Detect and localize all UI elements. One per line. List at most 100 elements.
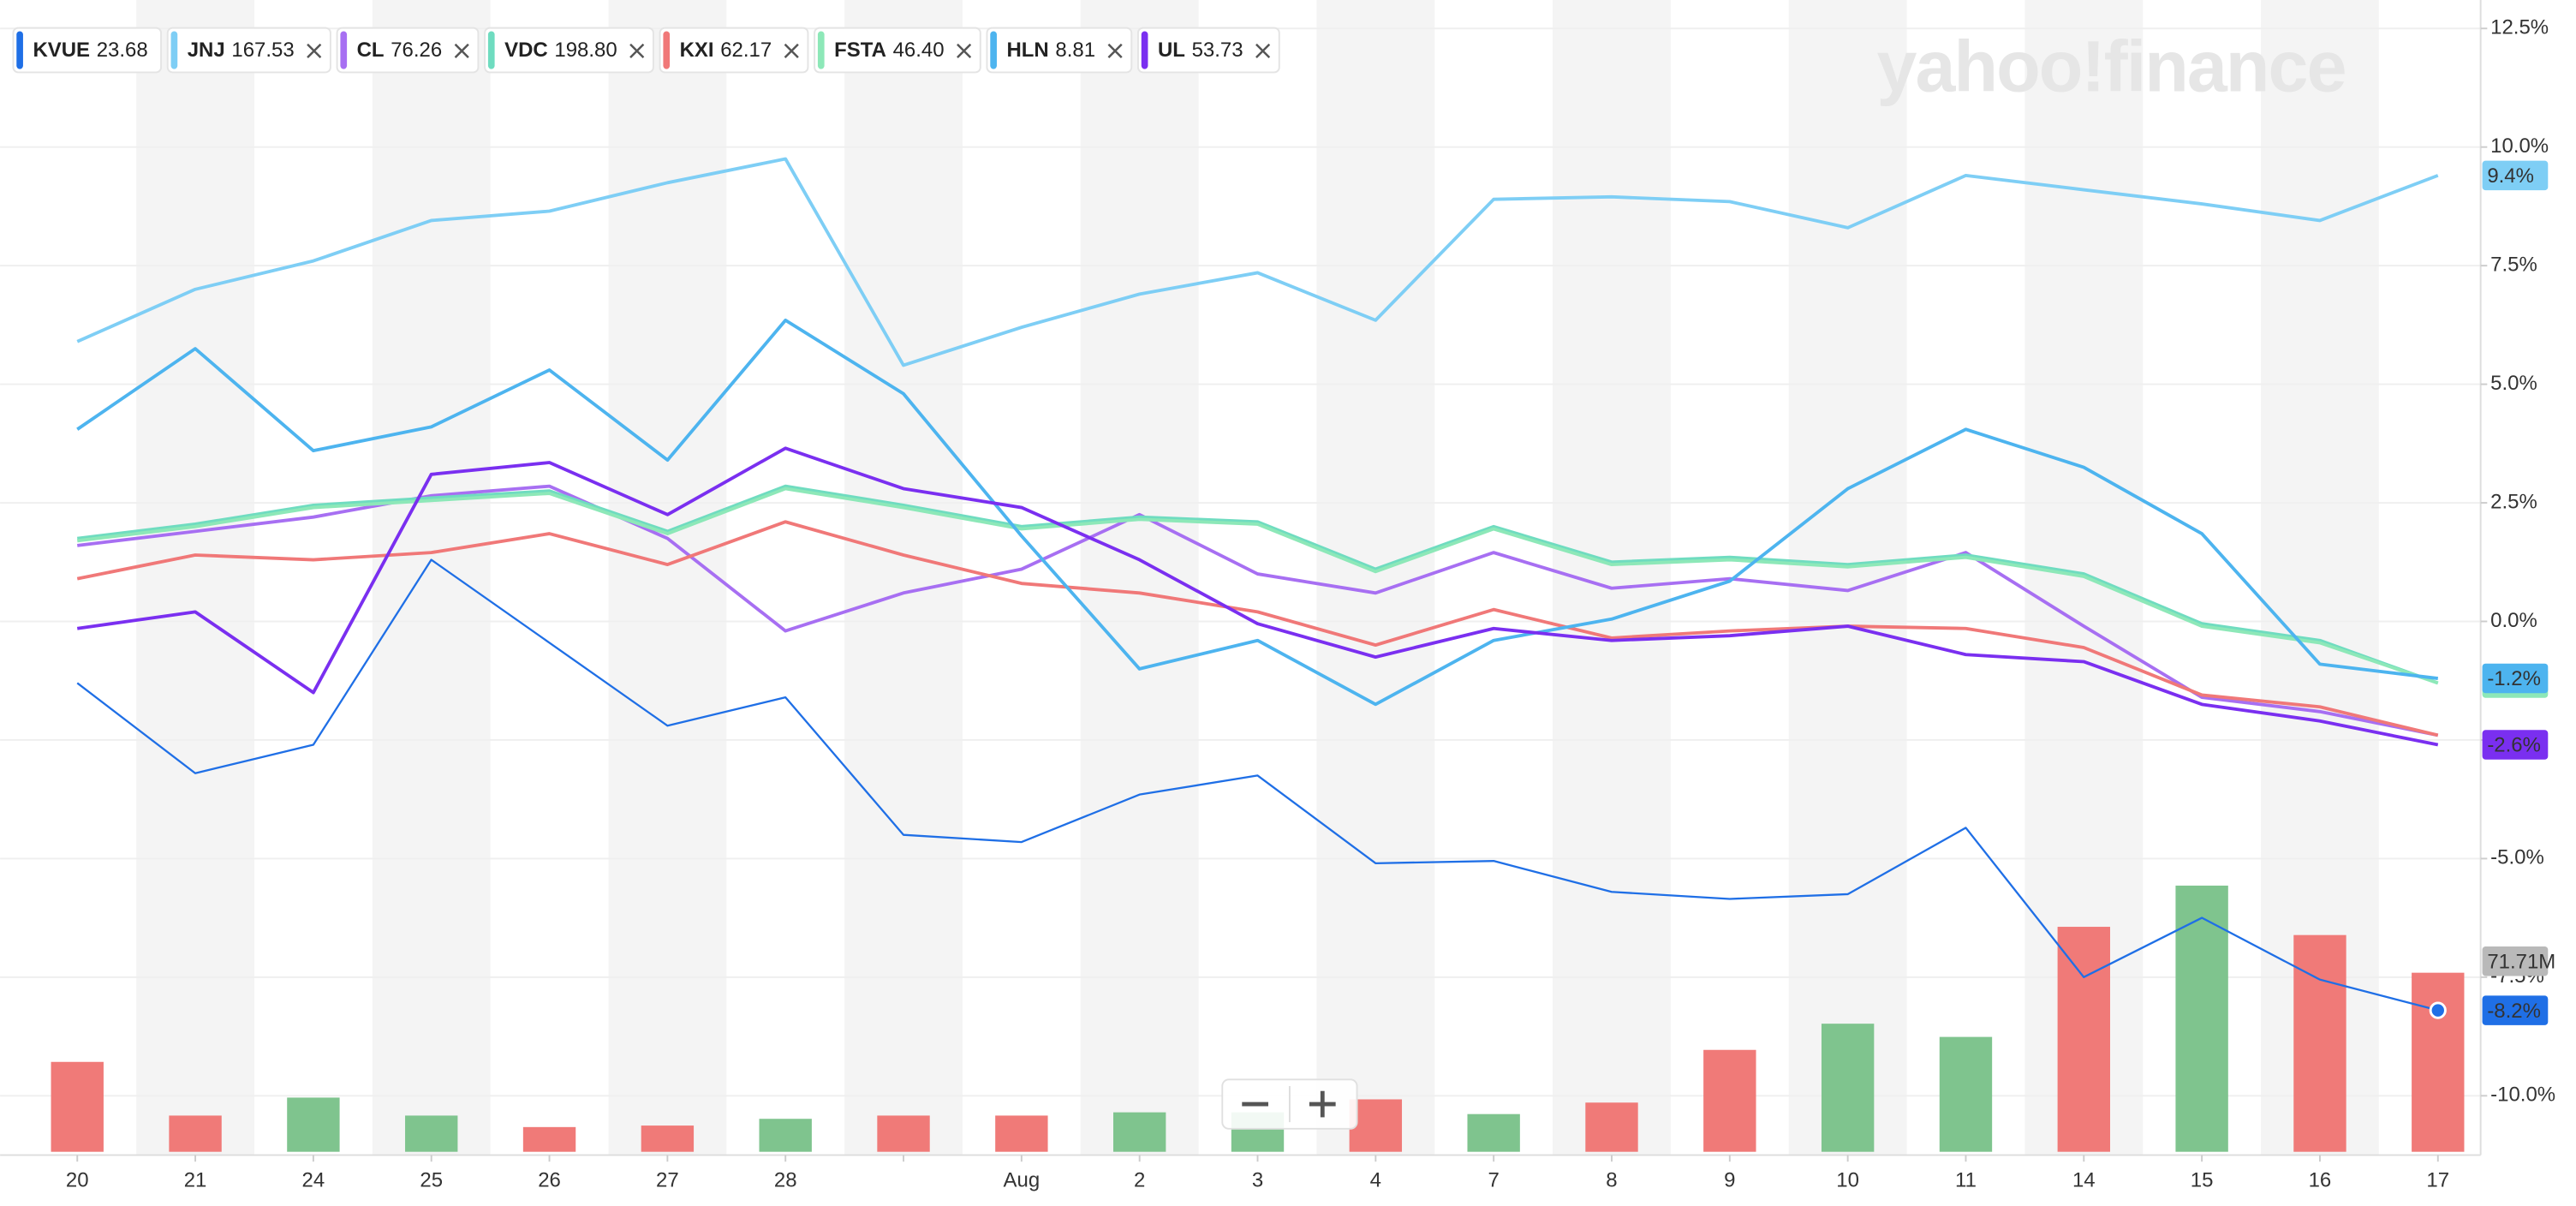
- legend-close[interactable]: [307, 43, 322, 59]
- legend-close[interactable]: [629, 43, 645, 59]
- x-tick-label: 11: [1955, 1169, 1977, 1192]
- volume-bars: [51, 885, 2465, 1152]
- volume-bar: [2412, 972, 2465, 1152]
- legend-price: 167.53: [231, 39, 294, 62]
- x-axis: 20 21 24 25 26 27 28 Aug 2 3 4 7 8 9 10 11 14 15 16 17: [66, 1155, 2449, 1192]
- end-label: 71.71M: [2487, 950, 2555, 973]
- end-label-box: [2482, 730, 2549, 760]
- legend-close[interactable]: [1255, 43, 1271, 59]
- band: [136, 0, 254, 1155]
- x-tick-label: 26: [538, 1169, 561, 1192]
- legend-close[interactable]: [784, 43, 799, 59]
- y-tick-label: -10.0%: [2490, 1084, 2555, 1107]
- legend-name: HLN: [1006, 39, 1048, 62]
- series-line: [76, 446, 2439, 747]
- end-label: -8.2%: [2487, 1000, 2541, 1023]
- legend-name: VDC: [504, 39, 548, 62]
- series-line: [77, 487, 2439, 685]
- x-tick-label: 21: [184, 1169, 207, 1192]
- legend-name: KXI: [680, 39, 714, 62]
- legend-item[interactable]: JNJ 167.53: [166, 27, 331, 74]
- legend-chip[interactable]: [12, 27, 163, 74]
- end-label-box: [2482, 946, 2549, 976]
- y-tick-label: 7.5%: [2490, 253, 2537, 276]
- legend-chip[interactable]: [1136, 27, 1280, 74]
- lines: [76, 157, 2447, 1019]
- watermark: yahoo!finance: [1876, 27, 2345, 107]
- legend-item[interactable]: CL 76.26: [336, 27, 480, 74]
- y-tick-label: 10.0%: [2490, 134, 2549, 158]
- volume-bar: [1467, 1113, 1520, 1152]
- legend-close[interactable]: [957, 43, 972, 59]
- legend-chip[interactable]: [814, 27, 981, 74]
- y-tick-label: -5.0%: [2490, 846, 2544, 869]
- end-label: -1.2%: [2487, 667, 2541, 690]
- volume-bar: [1585, 1102, 1638, 1152]
- volume-bar: [877, 1115, 930, 1152]
- legend-price: 53.73: [1192, 39, 1243, 62]
- end-dot: [2429, 1001, 2447, 1019]
- zoom-in-button[interactable]: [1291, 1083, 1354, 1125]
- end-labels: 71.71M-8.2%9.4%-1.3%-1.2%-2.6%: [2482, 160, 2555, 1025]
- volume-bar: [1112, 1112, 1166, 1152]
- end-label-box: [2482, 995, 2549, 1025]
- x-tick-label: 2: [1134, 1169, 1145, 1192]
- legend-swatch: [1141, 31, 1148, 69]
- zoom-out-button[interactable]: [1225, 1083, 1288, 1125]
- x-tick-label: 9: [1724, 1169, 1735, 1192]
- y-tick-label: 5.0%: [2490, 372, 2537, 395]
- legend-close[interactable]: [1107, 43, 1123, 59]
- x-tick-label: 17: [2426, 1169, 2449, 1192]
- legend-chip[interactable]: [659, 27, 809, 74]
- legend-item[interactable]: FSTA 46.40: [814, 27, 981, 74]
- band: [1316, 0, 1435, 1155]
- volume-bar: [759, 1119, 812, 1152]
- legend-price: 62.17: [720, 39, 772, 62]
- legend-swatch: [16, 31, 23, 69]
- volume-bar: [995, 1115, 1048, 1152]
- series-line: [76, 318, 2439, 707]
- legend-item[interactable]: VDC 198.80: [484, 27, 654, 74]
- band: [372, 0, 491, 1155]
- end-label: -2.6%: [2487, 734, 2541, 757]
- legend-swatch: [990, 31, 997, 69]
- x-tick-label: 8: [1606, 1169, 1617, 1192]
- x-tick-label: 24: [302, 1169, 325, 1192]
- y-tick-label: 2.5%: [2490, 490, 2537, 513]
- legend-item[interactable]: KVUE 23.68: [12, 27, 163, 74]
- volume-bar: [1821, 1024, 1875, 1152]
- x-tick-label: 14: [2072, 1169, 2096, 1192]
- legend-swatch: [170, 31, 178, 69]
- x-tick-label: 20: [66, 1169, 89, 1192]
- x-tick-label: 25: [420, 1169, 443, 1192]
- band: [844, 0, 963, 1155]
- legend: KVUE 23.68 JNJ 167.53 CL 76.26 VDC 198.80 KXI 62.…: [12, 27, 1280, 74]
- x-tick-label: 28: [774, 1169, 797, 1192]
- legend-chip[interactable]: [336, 27, 480, 74]
- legend-chip[interactable]: [484, 27, 654, 74]
- zoom-controls: [1221, 1078, 1358, 1130]
- legend-chip[interactable]: [986, 27, 1133, 74]
- legend-name: CL: [357, 39, 385, 62]
- legend-price: 8.81: [1055, 39, 1095, 62]
- legend-item[interactable]: KXI 62.17: [659, 27, 809, 74]
- legend-item[interactable]: HLN 8.81: [986, 27, 1133, 74]
- volume-bar: [51, 1061, 104, 1152]
- legend-name: JNJ: [188, 39, 225, 62]
- legend-name: KVUE: [33, 39, 90, 62]
- legend-swatch: [817, 31, 825, 69]
- x-tick-label: 16: [2309, 1169, 2332, 1192]
- volume-bar: [2293, 934, 2346, 1152]
- series-line: [76, 558, 2439, 1012]
- x-tick-label: 10: [1836, 1169, 1859, 1192]
- legend-chip[interactable]: [166, 27, 331, 74]
- legend-item[interactable]: UL 53.73: [1136, 27, 1280, 74]
- series-line: [77, 484, 2439, 737]
- legend-swatch: [487, 31, 495, 69]
- volume-bar: [287, 1097, 340, 1152]
- x-tick-label: 7: [1488, 1169, 1499, 1192]
- legend-swatch: [663, 31, 671, 69]
- legend-close[interactable]: [454, 43, 469, 59]
- end-label-box: [2482, 160, 2549, 191]
